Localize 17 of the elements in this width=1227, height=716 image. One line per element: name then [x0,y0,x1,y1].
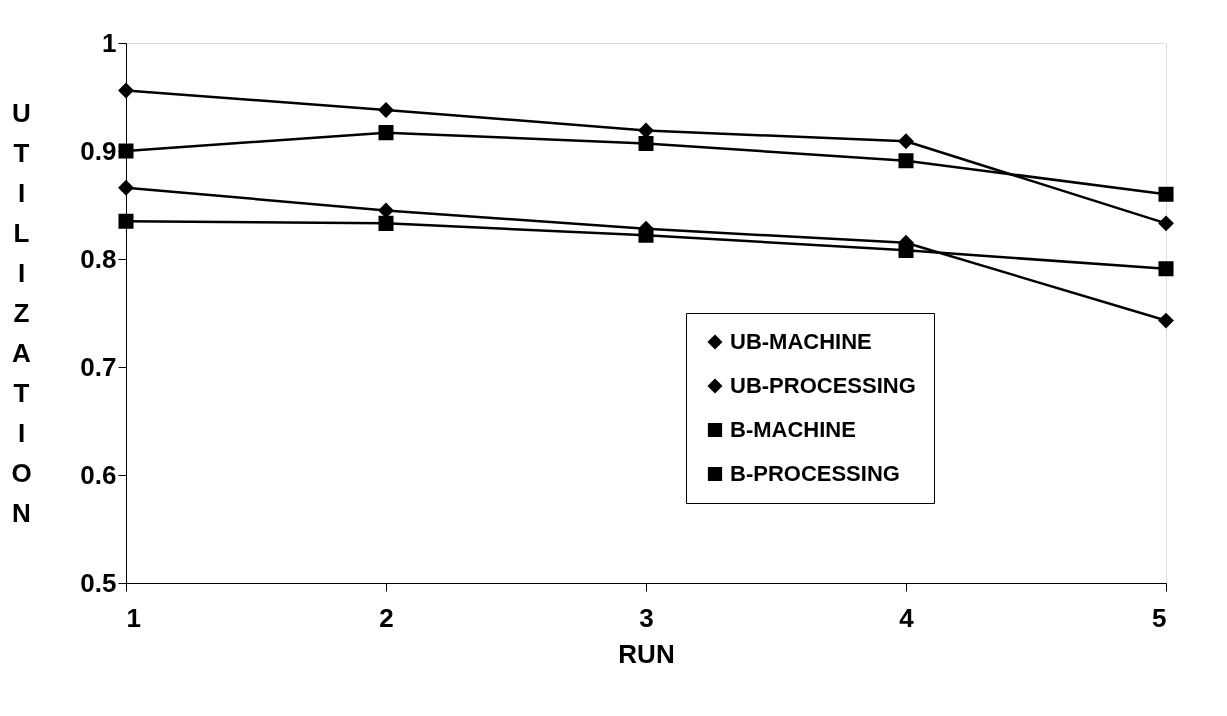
text: UTILIZATION [11,97,32,528]
y-tick-label: 0.7 [80,351,117,382]
y-tick-label: 0.6 [80,459,117,490]
x-tick-label: 5 [1152,602,1167,633]
x-axis-title: RUN [618,638,675,669]
x-tick-label: 2 [379,602,394,633]
legend-label: UB-PROCESSING [730,373,916,398]
y-tick-label: 0.5 [80,567,117,598]
y-tick-label: 0.8 [80,243,117,274]
y-tick-label: 1 [102,27,117,58]
x-tick-label: 4 [899,602,915,633]
x-tick-label: 1 [126,602,141,633]
legend-label: B-PROCESSING [730,461,900,486]
legend-label: B-MACHINE [730,417,856,442]
y-tick-label: 0.9 [80,135,117,166]
legend-label: UB-MACHINE [730,329,872,354]
x-tick-label: 3 [639,602,654,633]
